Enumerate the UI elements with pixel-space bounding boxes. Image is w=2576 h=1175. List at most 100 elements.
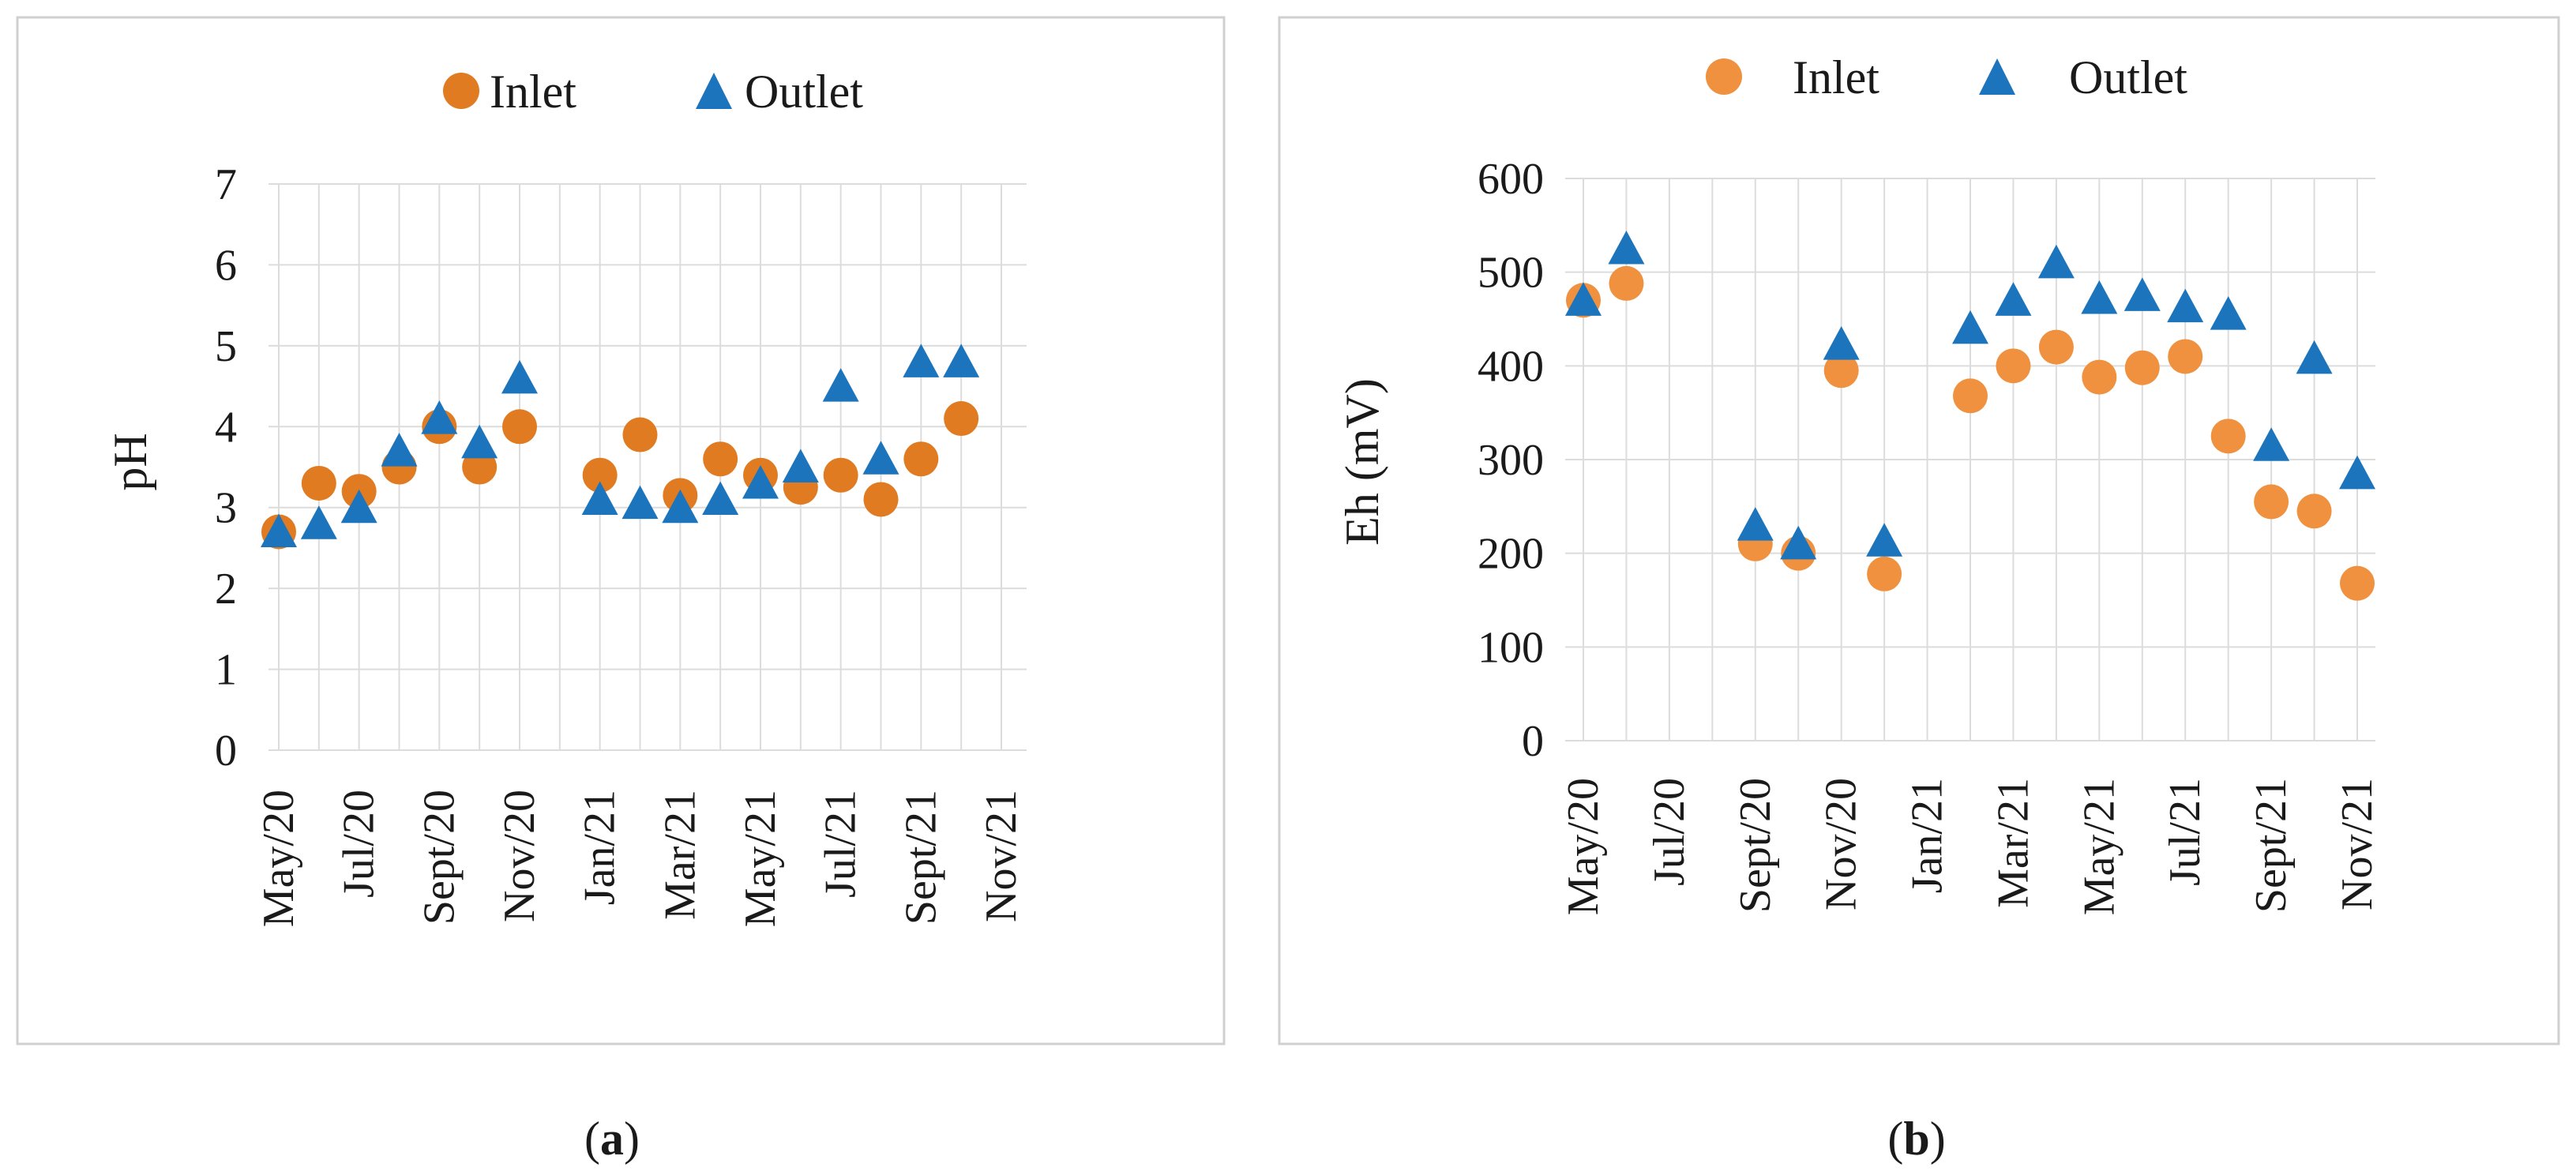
data-point-outlet bbox=[1608, 231, 1645, 265]
legend-b-inlet-label: Inlet bbox=[1793, 51, 1879, 103]
x-tick-label: Jul/21 bbox=[817, 790, 866, 898]
data-point-outlet bbox=[862, 441, 899, 475]
chart-b-ylabel: Eh (mV) bbox=[1336, 378, 1388, 546]
x-tick-label: May/20 bbox=[1559, 778, 1608, 915]
data-point-outlet bbox=[621, 485, 659, 520]
data-point-inlet bbox=[502, 409, 537, 445]
y-tick-label: 0 bbox=[1522, 717, 1544, 766]
data-point-outlet bbox=[943, 343, 980, 377]
x-tick-label: Nov/21 bbox=[2333, 778, 2382, 910]
x-tick-label: May/21 bbox=[2075, 778, 2124, 915]
panel-a: 0 1 2 3 4 5 6 7 May/20 Jul/20 Sept/20 Nov/20 Jan/21… bbox=[16, 16, 1226, 1045]
data-point-outlet bbox=[2253, 427, 2290, 461]
data-point-outlet bbox=[1737, 507, 1774, 541]
x-tick-label: Sept/20 bbox=[1731, 778, 1780, 913]
panel-b: 0 100 200 300 400 500 600 May/20 Jul/20 Sept/20 N… bbox=[1278, 16, 2560, 1045]
data-point-inlet bbox=[2168, 339, 2203, 374]
data-point-inlet bbox=[2124, 350, 2160, 385]
data-point-outlet bbox=[2037, 244, 2075, 279]
x-tick-label: Jul/20 bbox=[335, 790, 384, 898]
x-tick-label: Jan/21 bbox=[1903, 778, 1952, 893]
data-point-outlet bbox=[662, 489, 699, 524]
data-point-inlet bbox=[462, 449, 498, 485]
data-point-outlet bbox=[903, 343, 940, 377]
data-point-inlet bbox=[2210, 419, 2246, 454]
y-tick-label: 1 bbox=[215, 646, 237, 695]
y-tick-label: 3 bbox=[215, 484, 237, 533]
y-tick-label: 6 bbox=[215, 241, 237, 290]
legend-b-inlet-marker bbox=[1706, 58, 1742, 95]
data-point-outlet bbox=[2124, 277, 2161, 311]
data-point-inlet bbox=[2038, 329, 2074, 365]
caption-b-letter: b bbox=[1903, 1113, 1929, 1165]
legend-a-outlet-label: Outlet bbox=[745, 66, 863, 118]
data-point-outlet bbox=[1565, 282, 1602, 316]
x-tick-label: Jan/21 bbox=[576, 790, 625, 905]
chart-b-grid bbox=[1565, 178, 2375, 741]
legend-b-outlet-label: Outlet bbox=[2069, 51, 2187, 103]
chart-a-y-ticks: 0 1 2 3 4 5 6 7 bbox=[215, 160, 237, 775]
legend-a-outlet-marker bbox=[696, 73, 732, 109]
x-tick-label: Sept/21 bbox=[2247, 778, 2296, 913]
legend-a-inlet-marker bbox=[443, 73, 479, 109]
x-tick-label: Mar/21 bbox=[1988, 778, 2037, 908]
y-tick-label: 0 bbox=[215, 726, 237, 775]
data-point-outlet bbox=[702, 481, 739, 516]
data-point-outlet bbox=[421, 400, 458, 434]
y-tick-label: 4 bbox=[215, 403, 237, 452]
data-point-inlet bbox=[1609, 265, 1644, 301]
data-point-outlet bbox=[461, 424, 498, 459]
data-point-inlet bbox=[2340, 565, 2375, 601]
data-point-inlet bbox=[703, 441, 738, 477]
data-point-outlet bbox=[2081, 280, 2118, 314]
data-point-outlet bbox=[2210, 296, 2247, 330]
data-point-outlet bbox=[2296, 340, 2333, 374]
legend-b-outlet-marker bbox=[1979, 58, 2015, 95]
x-tick-label: Jul/20 bbox=[1645, 778, 1694, 886]
chart-a-legend: Inlet Outlet bbox=[443, 66, 863, 118]
y-tick-label: 5 bbox=[215, 322, 237, 371]
x-tick-label: Sept/21 bbox=[896, 790, 945, 925]
data-point-inlet bbox=[2296, 494, 2332, 529]
data-point-outlet bbox=[1780, 525, 1817, 560]
data-point-inlet bbox=[863, 482, 899, 517]
x-tick-label: Mar/21 bbox=[655, 790, 704, 920]
caption-a-letter: a bbox=[600, 1113, 624, 1165]
chart-a-ylabel: pH bbox=[104, 433, 156, 490]
y-tick-label: 300 bbox=[1478, 436, 1544, 485]
x-tick-label: May/20 bbox=[254, 790, 303, 927]
data-point-inlet bbox=[2082, 359, 2117, 395]
chart-b-y-ticks: 0 100 200 300 400 500 600 bbox=[1478, 155, 1544, 766]
y-tick-label: 500 bbox=[1478, 249, 1544, 298]
data-point-inlet bbox=[1953, 378, 1988, 414]
chart-a-marks bbox=[261, 343, 980, 550]
y-tick-label: 2 bbox=[215, 565, 237, 614]
data-point-outlet bbox=[1823, 326, 1860, 360]
chart-a-grid bbox=[268, 183, 1027, 751]
data-point-inlet bbox=[1823, 353, 1859, 389]
data-point-inlet bbox=[823, 457, 858, 493]
data-point-inlet bbox=[1996, 348, 2031, 384]
chart-a-x-ticks: May/20 Jul/20 Sept/20 Nov/20 Jan/21 Mar/21 May… bbox=[254, 790, 1026, 927]
caption-a: (a) bbox=[584, 1113, 640, 1165]
data-point-inlet bbox=[944, 401, 979, 437]
chart-a-frame bbox=[16, 16, 1226, 1045]
data-point-inlet bbox=[1867, 556, 1902, 591]
svg-text:(a): (a) bbox=[584, 1113, 640, 1165]
data-point-inlet bbox=[301, 465, 336, 501]
data-point-outlet bbox=[742, 464, 779, 499]
data-point-outlet bbox=[581, 481, 618, 516]
data-point-inlet bbox=[622, 417, 658, 452]
data-point-outlet bbox=[501, 359, 538, 394]
data-point-outlet bbox=[340, 489, 377, 524]
data-point-outlet bbox=[1995, 282, 2032, 316]
y-tick-label: 200 bbox=[1478, 530, 1544, 579]
chart-b-legend: Inlet Outlet bbox=[1706, 51, 2187, 103]
legend-a-inlet-label: Inlet bbox=[490, 66, 576, 118]
data-point-inlet bbox=[582, 457, 618, 493]
chart-b-x-ticks: May/20 Jul/20 Sept/20 Nov/20 Jan/21 Mar/21 May… bbox=[1559, 778, 2382, 915]
y-tick-label: 7 bbox=[215, 160, 237, 209]
data-point-outlet bbox=[782, 449, 819, 483]
y-tick-label: 600 bbox=[1478, 155, 1544, 204]
x-tick-label: May/21 bbox=[736, 790, 785, 927]
